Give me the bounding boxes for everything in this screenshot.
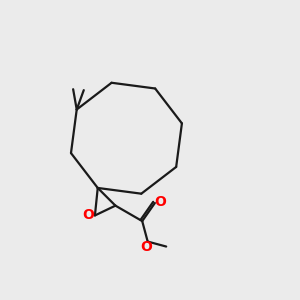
Text: O: O	[82, 208, 94, 222]
Text: O: O	[154, 195, 166, 209]
Text: O: O	[141, 240, 152, 254]
